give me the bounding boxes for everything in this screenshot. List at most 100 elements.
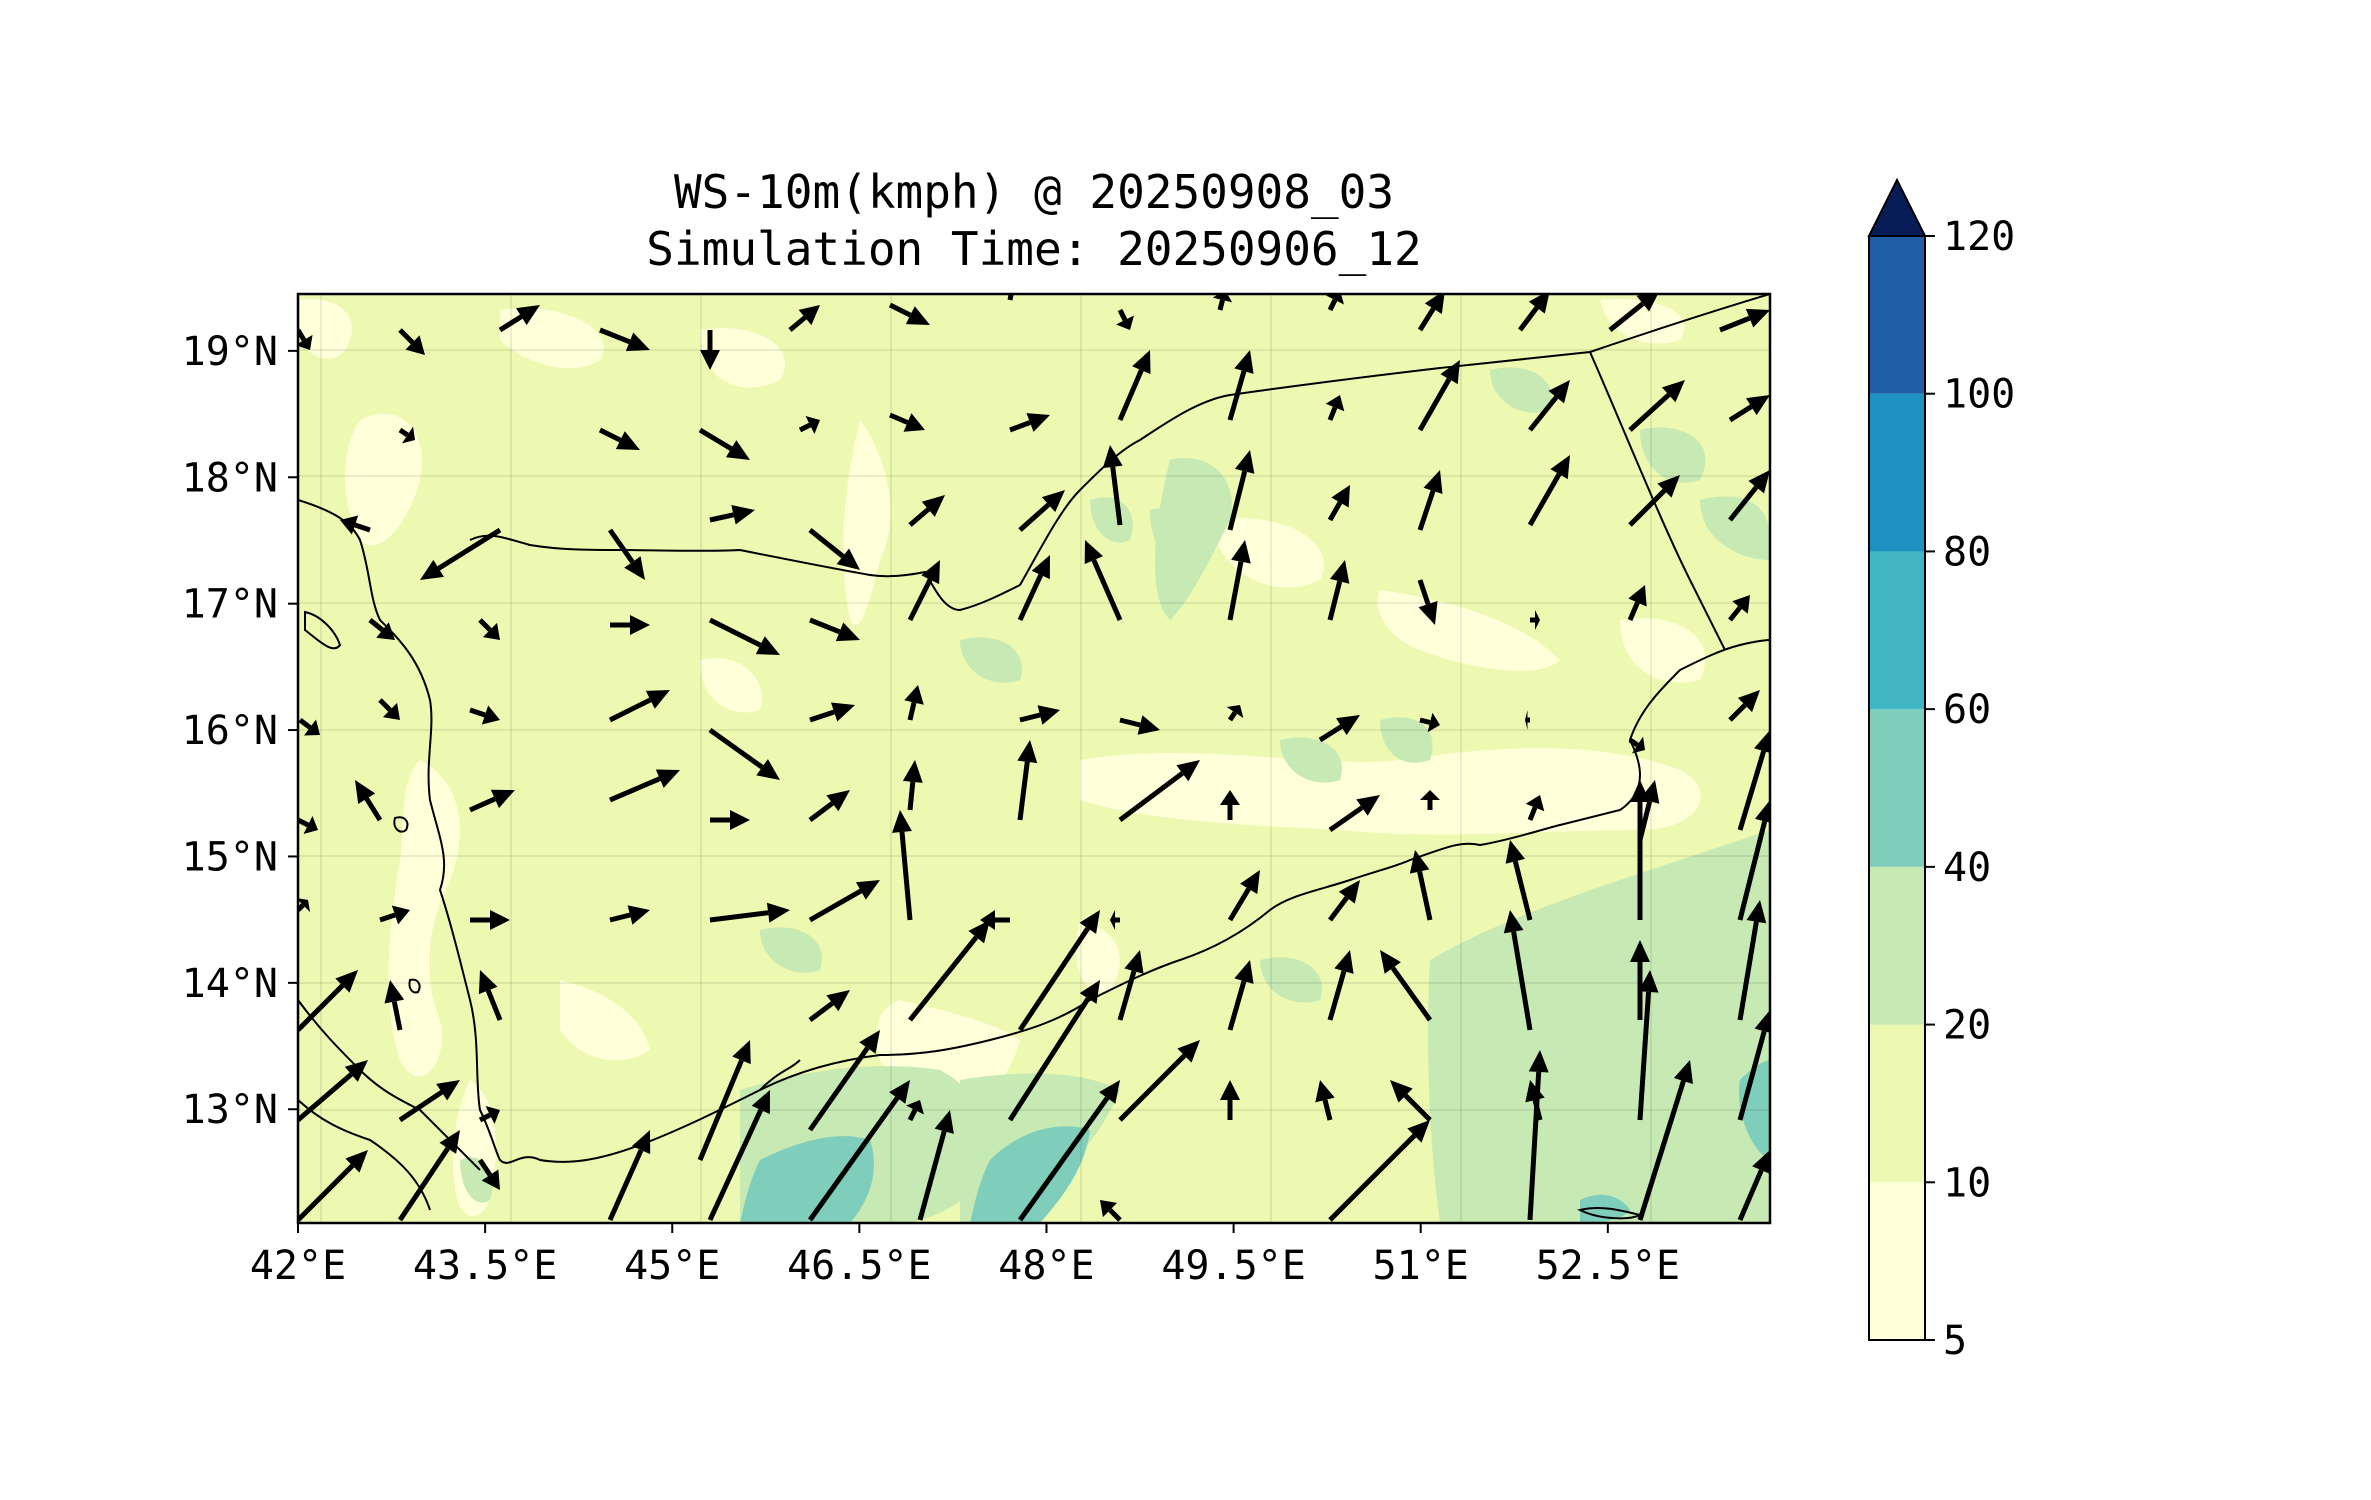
map-frame xyxy=(296,292,1772,1225)
wind-arrow xyxy=(1737,900,1767,1021)
wind-arrow xyxy=(1227,350,1254,421)
wind-arrow xyxy=(906,1100,924,1122)
wind-arrow xyxy=(1220,1080,1240,1120)
wind-arrow xyxy=(888,302,930,325)
lon-tick-label: 51°E xyxy=(1373,1243,1469,1289)
wind-arrow xyxy=(1017,910,1100,1032)
wind-arrow xyxy=(378,698,400,720)
wind-arrow xyxy=(420,527,502,580)
wind-arrow xyxy=(907,560,940,622)
wind-arrow xyxy=(477,1158,500,1190)
wind-arrow xyxy=(1628,380,1685,432)
wind-arrow xyxy=(599,327,650,352)
wind-arrow xyxy=(892,810,913,921)
wind-arrow xyxy=(1525,710,1530,730)
wind-arrow xyxy=(610,615,650,635)
wind-arrow xyxy=(798,416,820,434)
wind-arrow xyxy=(1527,455,1570,527)
wind-arrow xyxy=(1118,760,1200,823)
lon-tick-label: 49.5°E xyxy=(1161,1243,1306,1289)
wind-arrow xyxy=(1100,1200,1122,1222)
wind-arrow xyxy=(808,790,850,823)
wind-arrow xyxy=(980,910,1010,930)
wind-arrow xyxy=(708,727,780,780)
wind-arrow xyxy=(807,1080,910,1222)
wind-arrow xyxy=(1325,395,1345,421)
wind-arrow xyxy=(298,816,318,834)
wind-arrow xyxy=(1737,1150,1770,1221)
wind-arrow xyxy=(1420,790,1440,810)
wind-arrow xyxy=(598,427,640,450)
wind-arrow xyxy=(1637,970,1659,1121)
colorbar-tick-label: 80 xyxy=(1943,529,1991,575)
wind-arrow xyxy=(1527,1050,1549,1221)
map-title-line-1: WS-10m(kmph) @ 20250908_03 xyxy=(674,165,1394,219)
wind-arrow xyxy=(1503,910,1533,1031)
wind-arrow xyxy=(1518,294,1550,332)
wind-arrow xyxy=(398,426,415,444)
wind-arrow xyxy=(1227,450,1255,531)
wind-arrow xyxy=(1417,294,1445,332)
colorbar-tick-label: 100 xyxy=(1943,372,2015,418)
wind-arrow xyxy=(1227,960,1254,1031)
colorbar-tick-label: 120 xyxy=(1943,214,2015,260)
wind-arrow xyxy=(355,780,383,822)
colorbar-segment xyxy=(1869,236,1925,394)
wind-arrow xyxy=(298,1060,368,1122)
lat-tick-label: 16°N xyxy=(182,708,278,754)
colorbar-tick-label: 10 xyxy=(1943,1160,1991,1206)
wind-arrow xyxy=(608,690,670,723)
wind-arrow xyxy=(1327,950,1354,1021)
island-zuqar xyxy=(408,978,421,994)
wind-arrow xyxy=(1119,715,1160,735)
wind-arrow xyxy=(478,1106,500,1124)
islands-farasan xyxy=(304,610,342,650)
colorbar-extend-max xyxy=(1867,177,1927,237)
wind-arrow xyxy=(1528,380,1570,432)
wind-arrow xyxy=(809,702,855,723)
wind-arrow xyxy=(1018,490,1065,532)
wind-arrow xyxy=(298,1150,368,1222)
wind-arrow xyxy=(1116,308,1134,330)
wind-arrow xyxy=(1102,445,1123,526)
wind-arrow xyxy=(1019,705,1060,725)
wind-arrow xyxy=(1737,730,1770,831)
colorbar-segment xyxy=(1869,866,1925,1025)
wind-arrow xyxy=(1084,540,1123,622)
wind-arrow xyxy=(397,1130,460,1222)
lat-tick-label: 15°N xyxy=(182,834,278,880)
wind-arrow xyxy=(609,905,650,925)
wind-arrow xyxy=(478,618,500,640)
wind-arrow xyxy=(807,1030,880,1132)
wind-arrow xyxy=(1327,485,1350,522)
wind-arrow xyxy=(398,328,425,355)
wind-arrow xyxy=(1505,840,1533,921)
wind-arrow xyxy=(1117,950,1144,1021)
wind-arrow xyxy=(1327,560,1350,621)
wind-arrow xyxy=(298,970,358,1032)
lat-tick-label: 19°N xyxy=(182,329,278,375)
wind-arrow xyxy=(298,718,320,736)
wind-arrow xyxy=(498,305,540,333)
wind-arrow xyxy=(1628,475,1680,527)
wind-arrow xyxy=(1009,413,1050,433)
wind-arrow xyxy=(607,528,645,580)
wind-arrow xyxy=(908,495,945,527)
colorbar-segment xyxy=(1869,393,1925,552)
wind-arrow xyxy=(1728,595,1750,622)
wind-arrow xyxy=(1530,610,1540,630)
island-kamaran xyxy=(393,816,409,833)
gulf-of-aden-coastline xyxy=(759,639,1770,1091)
latitude-axis: 13°N 14°N 15°N 16°N 17°N 18°N 19°N xyxy=(182,329,298,1133)
map-title-line-2: Simulation Time: 20250906_12 xyxy=(646,222,1421,276)
wind-arrow xyxy=(1630,780,1650,920)
wind-arrow xyxy=(1110,910,1120,930)
wind-arrow xyxy=(1328,1120,1430,1222)
lat-tick-label: 18°N xyxy=(182,455,278,501)
wind-arrow xyxy=(808,528,860,570)
wind-arrow xyxy=(478,970,503,1021)
wind-arrow xyxy=(1390,1080,1432,1122)
lon-tick-label: 48°E xyxy=(998,1243,1094,1289)
wind-arrow xyxy=(1328,880,1360,922)
wind-arrow xyxy=(1409,850,1433,921)
